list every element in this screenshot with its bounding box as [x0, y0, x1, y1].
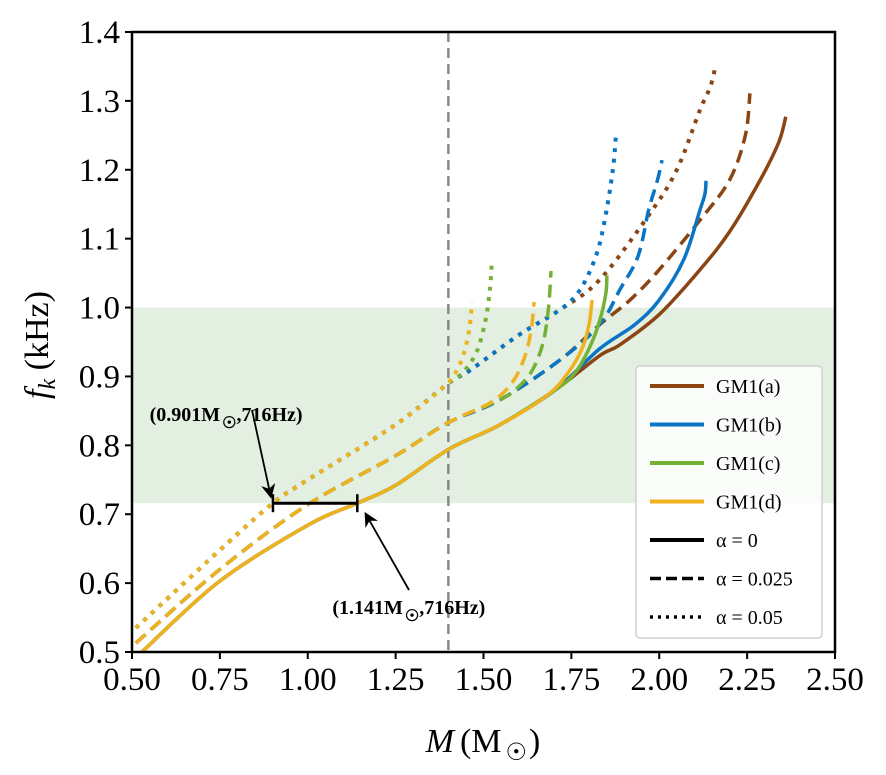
annotation-layer: (0.901M ☉,716Hz) (1.141M ☉,716Hz): [150, 404, 486, 625]
series-line-gm1b-dotted: [134, 133, 619, 630]
x-tick-label: 1.50: [455, 662, 513, 698]
legend-label-2: GM1(c): [716, 453, 780, 475]
x-tick-label: 2.00: [630, 662, 688, 698]
y-axis-ticks: 0.5 0.6 0.7 0.8 0.9 1.0 1.1 1.2 1.3 1.4: [79, 15, 132, 671]
legend-label-6: α = 0.05: [716, 607, 783, 629]
legend-label-1: GM1(b): [716, 415, 782, 437]
legend-box: [635, 365, 823, 639]
x-axis-label: M (M ☉): [425, 723, 541, 766]
series-line-gm1d-solid: [140, 299, 594, 652]
legend-label-0: GM1(a): [716, 376, 780, 398]
y-tick-label: 1.3: [79, 84, 120, 120]
x-axis-label-unit: (M: [460, 723, 502, 760]
y-tick-label: 0.6: [79, 566, 120, 602]
series-line-gm1d-dashed: [134, 301, 536, 645]
y-tick-label: 1.0: [79, 291, 120, 327]
legend-label-4: α = 0: [716, 530, 758, 552]
annotation-label-1: (1.141M ☉,716Hz): [332, 597, 485, 625]
x-tick-label: 1.25: [367, 662, 425, 698]
x-tick-label: 1.75: [543, 662, 601, 698]
y-tick-label: 1.1: [79, 222, 120, 258]
y-axis-label-unit: (kHz): [19, 291, 56, 379]
annotation-label-0: (0.901M ☉,716Hz): [150, 404, 303, 432]
annotation-arrow-1: [364, 511, 410, 591]
legend-label-5: α = 0.025: [716, 569, 793, 591]
y-tick-label: 0.9: [79, 359, 120, 395]
x-tick-label: 0.50: [103, 662, 161, 698]
series-line-gm1d-dotted: [134, 302, 474, 630]
x-axis-ticks: 0.50 0.75 1.00 1.25 1.50 1.75 2.00 2.25 2.50: [103, 652, 864, 698]
y-tick-label: 0.8: [79, 428, 120, 464]
x-tick-label: 2.25: [718, 662, 776, 698]
series-layer: [134, 67, 788, 652]
legend: GM1(a) GM1(b) GM1(c) GM1(d) α = 0 α = 0.025 α …: [635, 365, 823, 639]
y-axis-label: fk (kHz): [19, 291, 61, 399]
x-tick-label: 1.00: [279, 662, 337, 698]
y-tick-label: 1.4: [79, 15, 120, 51]
x-tick-label: 0.75: [191, 662, 249, 698]
x-tick-label: 2.50: [806, 662, 864, 698]
x-axis-label-var: M: [425, 723, 456, 760]
x-axis-label-sun: ☉: [506, 740, 528, 766]
y-axis-label-sub: k: [35, 379, 61, 390]
y-tick-label: 0.5: [79, 635, 120, 671]
legend-label-3: GM1(d): [716, 492, 782, 514]
x-axis-label-close: ): [529, 723, 540, 760]
y-tick-label: 1.2: [79, 153, 120, 189]
y-tick-label: 0.7: [79, 497, 120, 533]
annotation-arrow-0: [251, 409, 276, 499]
